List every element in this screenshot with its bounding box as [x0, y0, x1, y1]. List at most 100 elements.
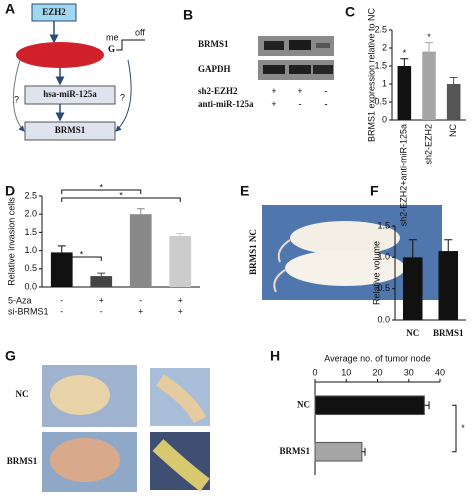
condition-mark: + [178, 295, 183, 305]
band [316, 43, 330, 48]
x-tick-label: 30 [404, 367, 414, 377]
row-mark: - [299, 99, 302, 109]
mirna-box [24, 85, 116, 105]
methyl-label: me [106, 32, 119, 42]
bracket [61, 256, 102, 261]
y-axis-label: Relative volume [371, 241, 381, 305]
y-axis-label: Relative invasion cells [6, 197, 16, 286]
y-tick-label: 2.5 [24, 190, 37, 200]
x-tick-label: 10 [341, 367, 351, 377]
y-tick-label: 0.5 [374, 96, 387, 106]
panel-label: D [5, 183, 15, 199]
tumor-photo: NC BRMS1 [7, 365, 210, 492]
y-tick-label: 1.0 [24, 245, 37, 255]
photo-label: BRMS1 [7, 456, 38, 466]
y-tick-label: 1.0 [377, 252, 390, 262]
arrow [12, 59, 25, 132]
band [264, 41, 284, 50]
tissue [156, 374, 207, 424]
error-bar [400, 58, 409, 66]
error-bar [136, 208, 145, 215]
error-bar [449, 77, 458, 84]
significance: * [80, 249, 84, 259]
error-bar [424, 401, 430, 410]
y-tick-label: 0.0 [24, 281, 37, 291]
promoter [116, 39, 145, 51]
y-tick-label: 1.5 [374, 60, 387, 70]
significance: * [461, 423, 465, 433]
row-mark: - [325, 99, 328, 109]
mouse [285, 250, 405, 286]
tissue [152, 439, 210, 492]
bracket [61, 189, 142, 194]
mouse [290, 221, 400, 255]
row-label: sh2-EZH2 [198, 86, 238, 96]
condition-mark: - [60, 295, 63, 305]
condition-mark: + [99, 295, 104, 305]
question: ? [14, 94, 19, 104]
photo-label: BRMS1 NC [248, 229, 258, 275]
error-bar [176, 232, 185, 237]
condition-label: si-BRMS1 [8, 306, 49, 316]
y-tick-label: 2 [382, 42, 387, 52]
panel-label: C [345, 4, 355, 20]
bar [314, 395, 425, 416]
panel-label: E [240, 183, 249, 199]
error-bar [97, 272, 106, 277]
tissue [50, 375, 110, 415]
row-mark: + [271, 86, 276, 96]
y-tick-label: 0 [382, 114, 387, 124]
error-bar [425, 42, 433, 52]
condition-mark: - [100, 306, 103, 316]
y-tick-label: 0.5 [24, 263, 37, 273]
y-tick-label: 1.5 [377, 220, 390, 230]
y-tick-label: 2.0 [24, 209, 37, 219]
x-tick-label: 40 [435, 367, 445, 377]
y-tick-label: 0.5 [377, 283, 390, 293]
x-tick-label: sh2-EZH2 [423, 124, 433, 165]
panel-label: F [370, 183, 379, 199]
band [313, 65, 333, 74]
bar [90, 276, 113, 287]
row-mark: + [297, 86, 302, 96]
y-tick-label: 1.5 [24, 227, 37, 237]
protein-label: BRMS1 [198, 39, 229, 49]
bar [169, 236, 192, 287]
x-tick-label: sh2-EZH2+anti-miR-125a [399, 124, 409, 226]
band [289, 65, 311, 74]
condition-mark: - [139, 295, 142, 305]
x-tick-label: NC [448, 124, 458, 137]
chromatin [16, 42, 104, 68]
bar [422, 51, 436, 120]
target-label: BRMS1 [55, 125, 86, 135]
panel-label: H [270, 348, 280, 364]
tissue [50, 438, 120, 482]
y-tick-label: 0.0 [377, 314, 390, 324]
panel-label: B [183, 7, 193, 23]
x-tick-label: 20 [372, 367, 382, 377]
significance: * [99, 182, 103, 192]
diagram: EZH2 me G off hsa-miR-125a BRMS1 ? ? [12, 3, 145, 141]
band [263, 65, 285, 74]
bar [397, 66, 412, 120]
bar [438, 251, 459, 320]
bracket [61, 197, 181, 202]
site-label: G [108, 44, 115, 54]
significance: * [119, 190, 123, 200]
error-bar [57, 245, 66, 253]
significance: * [427, 32, 431, 42]
x-tick-label: 0 [312, 367, 317, 377]
y-tick-label: BRMS1 [279, 446, 310, 456]
x-tick-label: NC [406, 328, 419, 338]
target-box [24, 121, 116, 141]
row-mark: - [325, 86, 328, 96]
error-bar [361, 447, 366, 456]
chart-title: Average no. of tumor node [324, 353, 430, 363]
panel-label: A [5, 1, 15, 17]
panel-label: G [5, 348, 16, 364]
y-tick-label: 2.5 [374, 24, 387, 34]
condition-mark: + [178, 306, 183, 316]
bar [129, 214, 152, 287]
